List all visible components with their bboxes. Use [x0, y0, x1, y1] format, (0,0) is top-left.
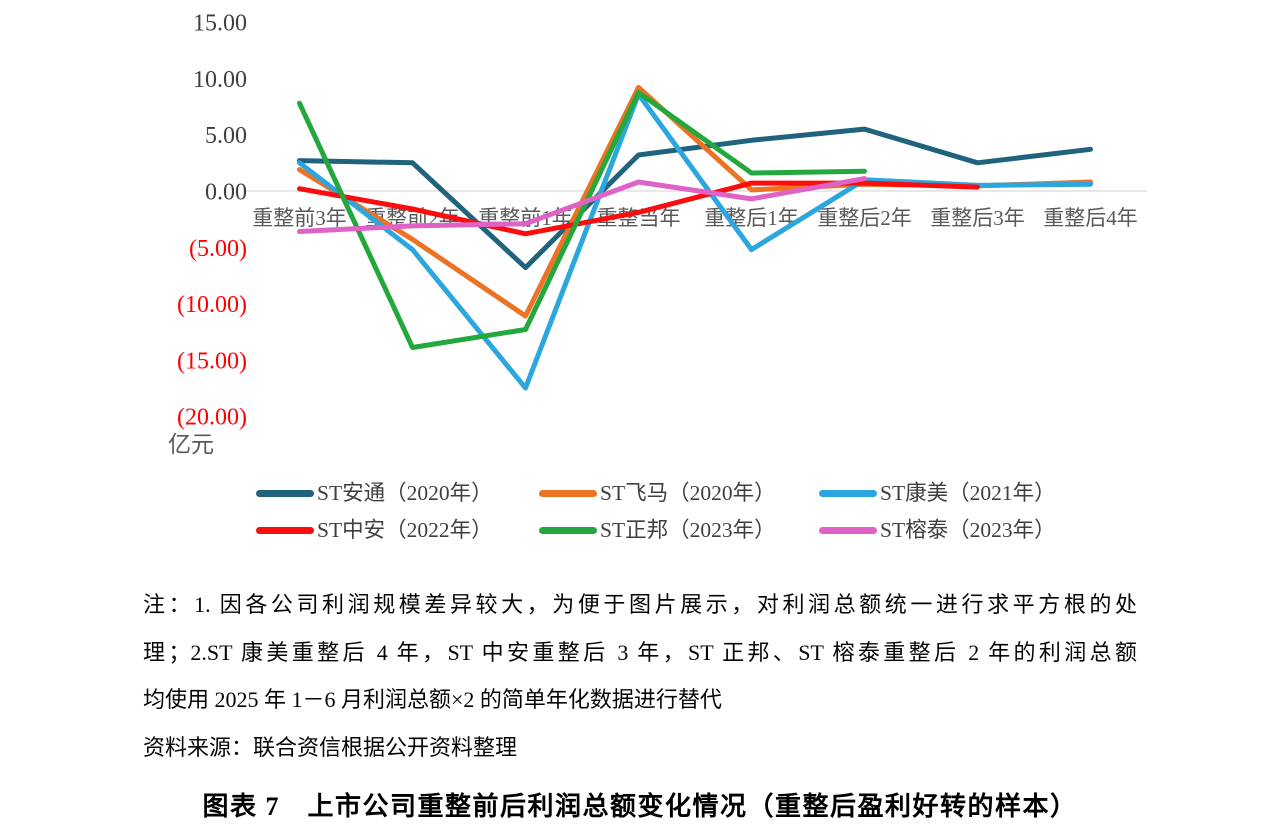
y-tick-label: (20.00) [177, 405, 247, 431]
series-line-st-zhengbang [297, 90, 867, 350]
legend-swatch-st-zhengbang [539, 526, 597, 534]
legend-label-st-antong: ST安通（2020年） [317, 481, 493, 505]
legend-swatch-st-rongtai [819, 526, 877, 534]
note-line-2: 理；2.ST 康美重整后 4 年，ST 中安重整后 3 年，ST 正邦、ST 榕… [143, 639, 1137, 665]
y-tick-label: (5.00) [189, 236, 247, 262]
legend-swatch-st-feima [539, 489, 597, 497]
x-tick-label: 重整前3年 [252, 206, 347, 230]
series-line-st-zhongan [297, 180, 980, 237]
legend-label-st-zhengbang: ST正邦（2023年） [600, 518, 776, 542]
series-line-st-rongtai [297, 176, 867, 234]
y-tick-label: 15.00 [193, 11, 247, 37]
profit-total-line-chart: 15.00 10.00 5.00 0.00 (5.00) (10.00) (15.00) (2… [168, 11, 1147, 457]
y-tick-label: (10.00) [177, 292, 247, 318]
legend-item-st-zhengbang: ST正邦（2023年） [539, 518, 776, 542]
source-line: 资料来源：联合资信根据公开资料整理 [143, 734, 518, 760]
note-line-3: 均使用 2025 年 1－6 月利润总额×2 的简单年化数据进行替代 [143, 687, 722, 712]
legend-label-st-zhongan: ST中安（2022年） [317, 518, 493, 542]
legend-item-st-rongtai: ST榕泰（2023年） [819, 518, 1056, 542]
legend-item-st-feima: ST飞马（2020年） [539, 481, 776, 505]
y-tick-label: 5.00 [205, 123, 247, 149]
legend-label-st-feima: ST飞马（2020年） [600, 481, 776, 505]
legend-item-st-kangmei: ST康美（2021年） [819, 481, 1056, 505]
note-line-1: 注：1. 因各公司利润规模差异较大，为便于图片展示，对利润总额统一进行求平方根的… [143, 592, 1137, 617]
x-tick-label: 重整后2年 [817, 206, 912, 230]
x-tick-label: 重整后3年 [930, 206, 1025, 230]
y-tick-label: (15.00) [177, 348, 247, 374]
legend-label-st-rongtai: ST榕泰（2023年） [880, 518, 1056, 542]
legend-swatch-st-antong [256, 489, 314, 497]
y-axis-unit-label: 亿元 [168, 432, 214, 457]
figure-caption: 图表 7 上市公司重整前后利润总额变化情况（重整后盈利好转的样本） [202, 792, 1078, 821]
legend-item-st-antong: ST安通（2020年） [256, 481, 493, 505]
legend-swatch-st-kangmei [819, 489, 877, 497]
chart-notes: 注：1. 因各公司利润规模差异较大，为便于图片展示，对利润总额统一进行求平方根的… [143, 581, 1137, 771]
chart-legend: ST安通（2020年） ST飞马（2020年） ST康美（2021年） ST中安（20… [256, 481, 1056, 542]
legend-swatch-st-zhongan [256, 526, 314, 534]
legend-item-st-zhongan: ST中安（2022年） [256, 518, 493, 542]
legend-label-st-kangmei: ST康美（2021年） [880, 481, 1056, 505]
y-tick-label: 10.00 [193, 67, 247, 93]
y-tick-label: 0.00 [205, 180, 247, 206]
x-tick-label: 重整后4年 [1043, 206, 1138, 230]
series-line-st-antong [297, 126, 1093, 271]
